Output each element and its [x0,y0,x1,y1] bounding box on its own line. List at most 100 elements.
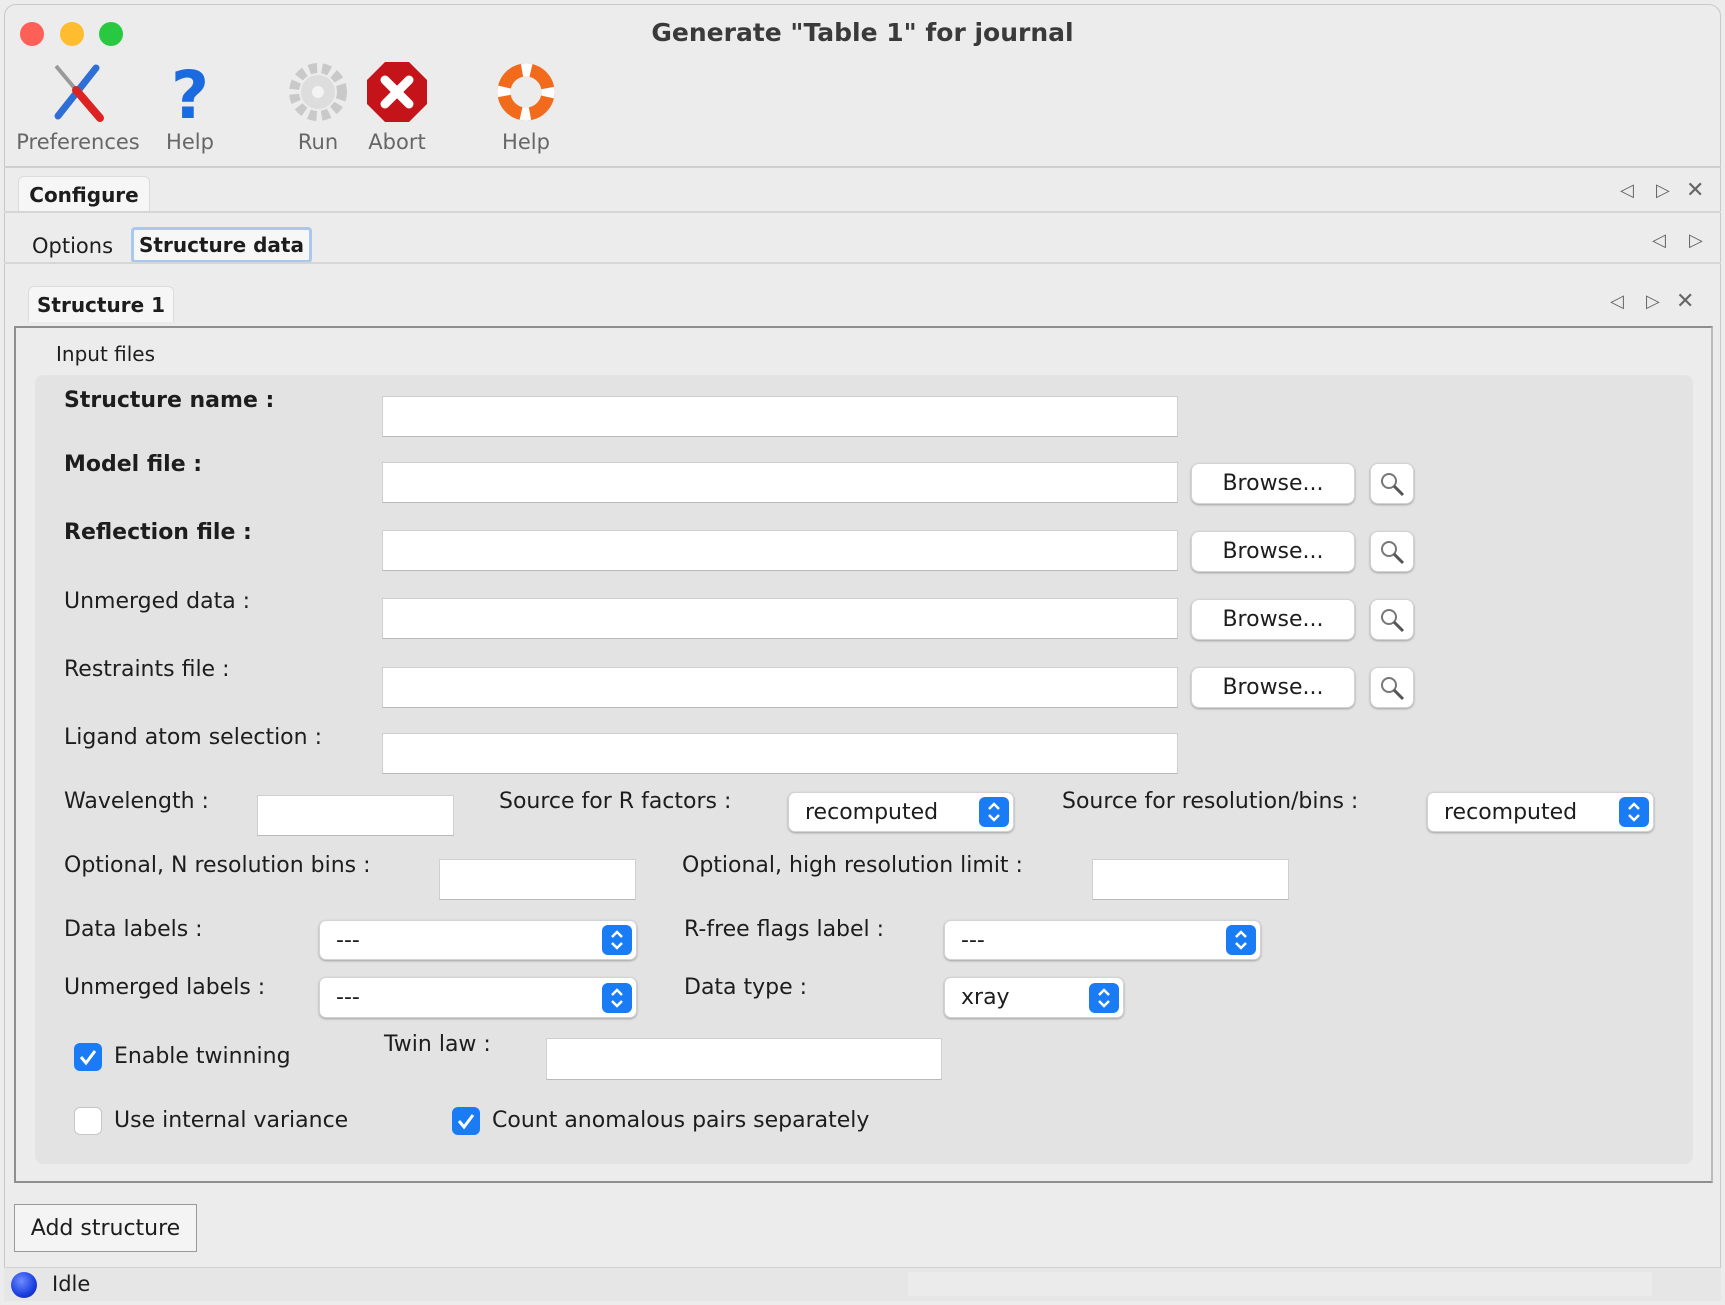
tab-structure-1[interactable]: Structure 1 [28,286,174,322]
reflection-file-input[interactable] [382,530,1178,571]
svg-text:?: ? [171,60,209,124]
status-indicator-icon [11,1272,37,1298]
lifebuoy-icon [497,63,555,121]
ligand-selection-label: Ligand atom selection : [64,725,322,750]
structure-name-label: Structure name : [64,388,275,413]
gear-icon [289,63,347,121]
toolbar-help-2[interactable]: Help [486,60,566,154]
select-value: recomputed [1444,799,1578,825]
divider [4,211,1721,213]
model-search-button[interactable] [1370,463,1414,504]
data-type-label: Data type : [684,975,808,1000]
unmerged-data-label: Unmerged data : [64,589,251,614]
group-title: Input files [56,342,156,366]
source-res-select[interactable]: recomputed [1427,792,1654,832]
tab-scroll-left-icon[interactable]: ◁ [1610,291,1624,312]
unmerged-search-button[interactable] [1370,599,1414,640]
unmerged-labels-select[interactable]: --- [319,977,637,1018]
select-value: xray [961,985,1010,1010]
tab-options[interactable]: Options [32,234,114,258]
internal-variance-checkbox[interactable] [74,1107,102,1135]
select-value: --- [961,927,985,953]
stepper-chevron-icon [1619,797,1649,827]
restraints-search-button[interactable] [1370,667,1414,708]
minimize-window-button[interactable] [60,22,84,46]
tab-scroll-right-icon[interactable]: ▷ [1646,291,1660,312]
select-value: recomputed [805,799,939,825]
stepper-chevron-icon [979,797,1009,827]
checkmark-icon [79,1050,97,1066]
high-res-label: Optional, high resolution limit : [682,853,1023,878]
unmerged-browse-button[interactable]: Browse... [1191,599,1355,640]
enable-twinning-checkbox[interactable] [74,1043,102,1071]
toolbar-run[interactable]: Run [278,60,358,154]
divider [4,166,1721,168]
enable-twinning-label[interactable]: Enable twinning [114,1044,291,1069]
unmerged-labels-label: Unmerged labels : [64,975,266,1000]
reflection-browse-button[interactable]: Browse... [1191,531,1355,572]
internal-variance-label[interactable]: Use internal variance [114,1108,349,1133]
ligand-selection-input[interactable] [382,733,1178,774]
stepper-chevron-icon [1089,982,1119,1013]
twin-law-label: Twin law : [384,1032,491,1057]
tab-configure[interactable]: Configure [18,176,150,212]
status-text: Idle [52,1272,91,1296]
wavelength-input[interactable] [257,795,454,836]
reflection-file-label: Reflection file : [64,520,252,545]
restraints-file-label: Restraints file : [64,657,230,682]
stepper-chevron-icon [1226,925,1256,955]
count-anomalous-checkbox[interactable] [452,1107,480,1135]
data-type-select[interactable]: xray [944,977,1124,1018]
toolbar-abort[interactable]: Abort [357,60,437,154]
rfree-select[interactable]: --- [944,920,1261,960]
stop-icon [367,62,427,122]
data-labels-label: Data labels : [64,917,203,942]
stepper-chevron-icon [602,925,632,955]
window-title: Generate "Table 1" for journal [651,18,1074,47]
magnifier-icon [1381,540,1405,564]
n-bins-label: Optional, N resolution bins : [64,853,371,878]
magnifier-icon [1381,472,1405,496]
tab-scroll-right-icon[interactable]: ▷ [1656,180,1670,201]
toolbar-label: Help [502,130,550,154]
tab-close-icon[interactable]: ✕ [1676,289,1695,314]
toolbar-preferences[interactable]: Preferences [12,60,144,154]
tools-icon [54,64,104,122]
source-r-label: Source for R factors : [499,789,732,814]
tab-scroll-right-icon[interactable]: ▷ [1689,230,1703,251]
toolbar-label: Preferences [16,130,140,154]
source-res-label: Source for resolution/bins : [1062,789,1359,814]
reflection-search-button[interactable] [1370,531,1414,572]
close-window-button[interactable] [20,22,44,46]
tab-close-icon[interactable]: ✕ [1686,178,1705,203]
high-res-input[interactable] [1092,859,1289,900]
add-structure-button[interactable]: Add structure [14,1204,197,1252]
tab-scroll-left-icon[interactable]: ◁ [1652,230,1666,251]
question-icon: ? [171,60,209,124]
model-file-label: Model file : [64,452,203,477]
select-value: --- [336,985,360,1010]
stepper-chevron-icon [602,982,632,1013]
progress-bar [908,1272,1652,1296]
select-value: --- [336,927,360,953]
structure-name-input[interactable] [382,396,1178,437]
toolbar-label: Help [166,130,214,154]
tab-scroll-left-icon[interactable]: ◁ [1620,180,1634,201]
toolbar-label: Run [297,130,339,154]
data-labels-select[interactable]: --- [319,920,637,960]
source-r-select[interactable]: recomputed [788,792,1014,832]
restraints-browse-button[interactable]: Browse... [1191,667,1355,708]
model-browse-button[interactable]: Browse... [1191,463,1355,504]
twin-law-input[interactable] [546,1038,942,1080]
count-anomalous-label[interactable]: Count anomalous pairs separately [492,1108,870,1133]
unmerged-data-input[interactable] [382,598,1178,639]
toolbar-help[interactable]: ? Help [150,60,230,154]
n-bins-input[interactable] [439,859,636,900]
tab-structure-data[interactable]: Structure data [131,227,312,263]
zoom-window-button[interactable] [99,22,123,46]
toolbar-label: Abort [368,130,426,154]
divider [4,262,1721,264]
restraints-file-input[interactable] [382,667,1178,708]
magnifier-icon [1381,676,1405,700]
model-file-input[interactable] [382,462,1178,503]
